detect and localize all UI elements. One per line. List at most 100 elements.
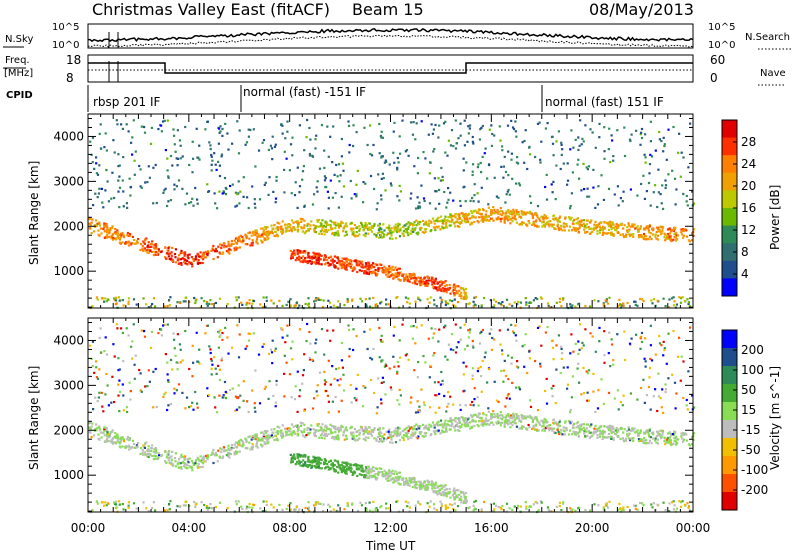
power-cell [150, 126, 153, 129]
power-cell [631, 223, 634, 226]
velocity-cell [666, 436, 670, 440]
power-cell [382, 235, 385, 238]
freq-tick-high: 18 [66, 53, 81, 67]
power-cell [106, 298, 110, 301]
velocity-cell [635, 430, 638, 433]
velocity-cell [280, 431, 283, 434]
power-cell [562, 162, 565, 165]
velocity-cell [509, 416, 512, 419]
velocity-cell [457, 425, 460, 428]
velocity-cell [663, 436, 666, 439]
power-cell [254, 206, 257, 209]
power-cell [568, 229, 571, 232]
velocity-cell [181, 455, 184, 458]
power-cell [517, 162, 520, 165]
power-cell [612, 159, 615, 162]
velocity-cell [521, 417, 524, 420]
velocity-cell [192, 463, 195, 466]
velocity-cell [114, 435, 117, 438]
power-cell [96, 222, 99, 225]
power-cell [382, 233, 386, 236]
power-cell [679, 175, 682, 178]
power-cell [367, 228, 371, 231]
velocity-cell [405, 426, 408, 430]
power-cell [247, 206, 250, 210]
power-cell [396, 271, 399, 274]
velocity-cell [128, 438, 131, 441]
power-cell [460, 297, 463, 300]
power-cell [106, 233, 109, 237]
power-cell [629, 188, 632, 191]
power-cell [449, 224, 453, 227]
power-cell [433, 222, 436, 225]
velocity-cell [183, 462, 186, 465]
power-cell [682, 236, 685, 239]
power-cell [176, 301, 179, 304]
power-cell [284, 223, 287, 226]
power-cell [118, 175, 121, 178]
velocity-cell [334, 425, 337, 428]
velocity-cell [464, 417, 467, 420]
velocity-cell [312, 458, 315, 461]
power-cell [367, 268, 371, 271]
power-cell [167, 247, 170, 250]
velocity-cell [238, 442, 241, 445]
velocity-cell [626, 430, 629, 433]
power-cell [129, 233, 132, 236]
velocity-cell [255, 442, 259, 445]
power-cell [478, 212, 481, 215]
power-cell [464, 287, 468, 291]
power-cell [337, 222, 340, 225]
power-cell [575, 222, 578, 225]
velocity-cell [582, 423, 586, 426]
power-cell [656, 226, 659, 229]
power-cell [104, 132, 107, 135]
velocity-cell [126, 437, 129, 441]
power-cell [326, 190, 329, 193]
power-cell [511, 177, 514, 180]
velocity-cell [629, 429, 632, 432]
power-cell [396, 166, 399, 169]
velocity-cell [463, 420, 466, 423]
power-cell [360, 269, 363, 273]
power-cell [374, 263, 377, 266]
velocity-cell [580, 427, 583, 431]
power-cell [343, 264, 346, 267]
velocity-cell [342, 434, 345, 437]
power-cell [634, 303, 637, 306]
velocity-cell [633, 427, 636, 430]
power-cell [455, 291, 458, 294]
power-cell [324, 220, 327, 223]
velocity-cell [590, 423, 593, 426]
power-cell [365, 225, 368, 228]
power-cell [89, 217, 92, 221]
power-cell [397, 222, 400, 225]
power-cell [449, 144, 453, 147]
power-cell [623, 126, 626, 129]
power-cell [350, 227, 353, 231]
power-cell [297, 222, 300, 225]
velocity-cell [151, 444, 154, 447]
power-cell [689, 122, 692, 125]
power-cell [381, 136, 384, 139]
power-cell [269, 144, 272, 147]
power-cell [569, 303, 572, 306]
velocity-cell [419, 488, 422, 491]
y-tick-label: 3000 [53, 174, 84, 188]
power-cell [348, 143, 351, 147]
power-cell [274, 143, 277, 146]
velocity-cell [454, 429, 457, 432]
power-cell [648, 172, 651, 175]
power-cell [249, 128, 252, 132]
power-cell [438, 188, 441, 192]
power-cell [454, 305, 457, 308]
velocity-cell [289, 427, 292, 430]
power-cell [597, 300, 600, 303]
power-cell [504, 216, 508, 219]
velocity-cell [680, 432, 683, 435]
power-cell [203, 256, 206, 259]
power-cell [477, 200, 480, 203]
power-cell [388, 275, 391, 278]
power-cell [140, 186, 143, 189]
velocity-cell [121, 445, 124, 448]
